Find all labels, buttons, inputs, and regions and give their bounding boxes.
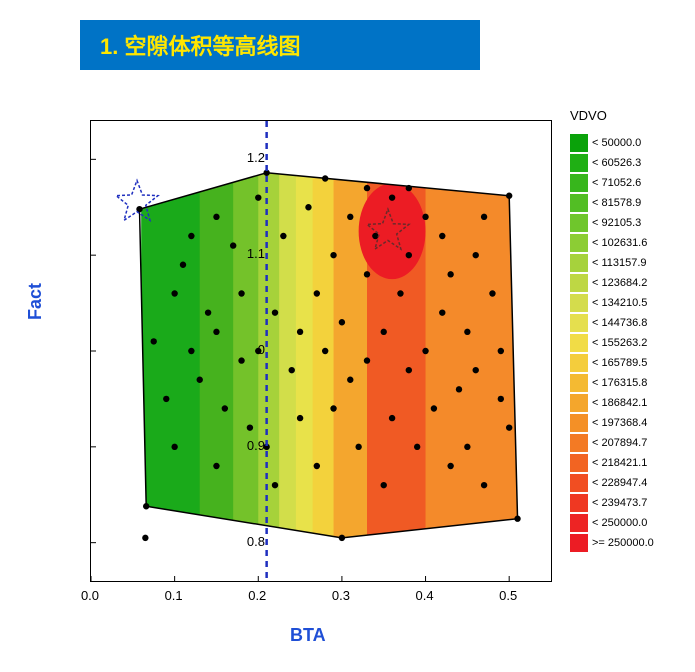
legend-swatch — [570, 334, 588, 352]
legend-label: < 176315.8 — [592, 377, 647, 389]
legend-swatch — [570, 214, 588, 232]
legend-entry: < 218421.1 — [570, 453, 670, 473]
legend: VDVO < 50000.0 < 60526.3 < 71052.6 < 81578.… — [570, 108, 670, 553]
legend-swatch — [570, 534, 588, 552]
legend-entry: >= 250000.0 — [570, 533, 670, 553]
legend-entry: < 228947.4 — [570, 473, 670, 493]
legend-entry: < 239473.7 — [570, 493, 670, 513]
legend-label: < 113157.9 — [592, 257, 647, 269]
legend-label: < 228947.4 — [592, 477, 647, 489]
legend-label: < 71052.6 — [592, 177, 641, 189]
legend-label: < 134210.5 — [592, 297, 647, 309]
legend-label: < 218421.1 — [592, 457, 647, 469]
y-axis-label: Fact — [25, 283, 46, 320]
legend-entry: < 71052.6 — [570, 173, 670, 193]
plot-box — [90, 120, 552, 582]
legend-entry: < 81578.9 — [570, 193, 670, 213]
legend-label: < 239473.7 — [592, 497, 647, 509]
legend-entry: < 186842.1 — [570, 393, 670, 413]
x-tick: 0.4 — [410, 588, 440, 603]
legend-entries: < 50000.0 < 60526.3 < 71052.6 < 81578.9 < 92… — [570, 133, 670, 553]
legend-entry: < 92105.3 — [570, 213, 670, 233]
legend-label: < 60526.3 — [592, 157, 641, 169]
legend-entry: < 60526.3 — [570, 153, 670, 173]
legend-swatch — [570, 254, 588, 272]
legend-label: < 102631.6 — [592, 237, 647, 249]
x-axis-label: BTA — [290, 625, 326, 646]
legend-title: VDVO — [570, 108, 670, 123]
legend-swatch — [570, 434, 588, 452]
legend-label: < 207894.7 — [592, 437, 647, 449]
legend-swatch — [570, 154, 588, 172]
legend-swatch — [570, 474, 588, 492]
legend-label: < 155263.2 — [592, 337, 647, 349]
y-tick: 0.9 — [225, 438, 265, 453]
legend-label: < 197368.4 — [592, 417, 647, 429]
legend-swatch — [570, 174, 588, 192]
x-tick: 0.5 — [493, 588, 523, 603]
x-tick: 0.2 — [242, 588, 272, 603]
legend-entry: < 207894.7 — [570, 433, 670, 453]
legend-entry: < 250000.0 — [570, 513, 670, 533]
legend-swatch — [570, 274, 588, 292]
legend-entry: < 113157.9 — [570, 253, 670, 273]
legend-label: < 50000.0 — [592, 137, 641, 149]
legend-swatch — [570, 394, 588, 412]
legend-swatch — [570, 494, 588, 512]
legend-label: < 250000.0 — [592, 517, 647, 529]
y-tick: 0.8 — [225, 534, 265, 549]
legend-label: < 81578.9 — [592, 197, 641, 209]
legend-swatch — [570, 354, 588, 372]
title-banner: 1. 空隙体积等高线图 — [80, 20, 480, 70]
legend-swatch — [570, 314, 588, 332]
legend-entry: < 123684.2 — [570, 273, 670, 293]
legend-swatch — [570, 514, 588, 532]
legend-entry: < 197368.4 — [570, 413, 670, 433]
legend-label: < 123684.2 — [592, 277, 647, 289]
legend-swatch — [570, 194, 588, 212]
legend-label: < 92105.3 — [592, 217, 641, 229]
contour-plot — [91, 121, 551, 581]
legend-entry: < 50000.0 — [570, 133, 670, 153]
legend-entry: < 144736.8 — [570, 313, 670, 333]
legend-swatch — [570, 414, 588, 432]
x-tick: 0.1 — [159, 588, 189, 603]
legend-label: < 144736.8 — [592, 317, 647, 329]
legend-entry: < 102631.6 — [570, 233, 670, 253]
y-tick: 1.2 — [225, 150, 265, 165]
legend-entry: < 155263.2 — [570, 333, 670, 353]
x-tick: 0.0 — [75, 588, 105, 603]
legend-swatch — [570, 294, 588, 312]
legend-label: < 186842.1 — [592, 397, 647, 409]
legend-swatch — [570, 454, 588, 472]
legend-swatch — [570, 374, 588, 392]
chart-area: Fact BTA 0.80.901.11.2 0.00.10.20.30.40.… — [30, 100, 670, 660]
legend-entry: < 134210.5 — [570, 293, 670, 313]
legend-entry: < 176315.8 — [570, 373, 670, 393]
legend-swatch — [570, 134, 588, 152]
legend-entry: < 165789.5 — [570, 353, 670, 373]
x-tick: 0.3 — [326, 588, 356, 603]
y-tick: 1.1 — [225, 246, 265, 261]
legend-label: < 165789.5 — [592, 357, 647, 369]
title-text: 1. 空隙体积等高线图 — [100, 29, 300, 61]
legend-label: >= 250000.0 — [592, 537, 654, 549]
y-tick: 0 — [225, 342, 265, 357]
legend-swatch — [570, 234, 588, 252]
